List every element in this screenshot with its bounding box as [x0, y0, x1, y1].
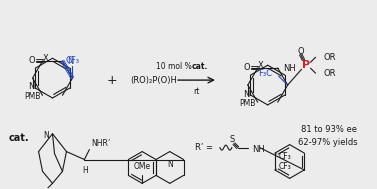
Text: PMB: PMB — [25, 92, 41, 101]
Text: OR: OR — [323, 69, 336, 78]
Text: NHR’: NHR’ — [91, 139, 110, 148]
Text: F₃C: F₃C — [258, 69, 272, 78]
Text: X: X — [43, 54, 49, 63]
Text: OMe: OMe — [133, 162, 151, 171]
Text: cat.: cat. — [192, 62, 208, 71]
Text: N: N — [28, 82, 35, 91]
Text: N: N — [67, 57, 74, 66]
Text: NH: NH — [252, 145, 265, 154]
Text: 10 mol %: 10 mol % — [156, 62, 195, 71]
Text: +: + — [107, 74, 118, 87]
Text: N: N — [43, 131, 49, 140]
Text: CF₃: CF₃ — [279, 163, 292, 171]
Text: cat.: cat. — [9, 133, 29, 143]
Text: O: O — [29, 57, 35, 65]
Text: R’ =: R’ = — [195, 143, 213, 152]
Text: NH: NH — [283, 64, 296, 73]
Text: N: N — [167, 160, 173, 169]
Text: X: X — [258, 61, 264, 70]
Text: CF₃: CF₃ — [279, 152, 292, 160]
Text: (RO)₂P(O)H: (RO)₂P(O)H — [130, 76, 177, 85]
Text: PMB: PMB — [240, 99, 256, 108]
Text: O: O — [297, 47, 304, 56]
Text: 81 to 93% ee: 81 to 93% ee — [301, 125, 357, 134]
Text: H: H — [83, 167, 88, 175]
Text: O: O — [244, 63, 251, 72]
Text: P: P — [302, 60, 310, 70]
Text: rt: rt — [193, 87, 200, 96]
Text: 62-97% yields: 62-97% yields — [298, 138, 357, 147]
Text: S: S — [229, 135, 234, 144]
Text: OR: OR — [323, 53, 336, 62]
Text: CF₃: CF₃ — [66, 56, 80, 65]
Text: N: N — [244, 90, 250, 99]
